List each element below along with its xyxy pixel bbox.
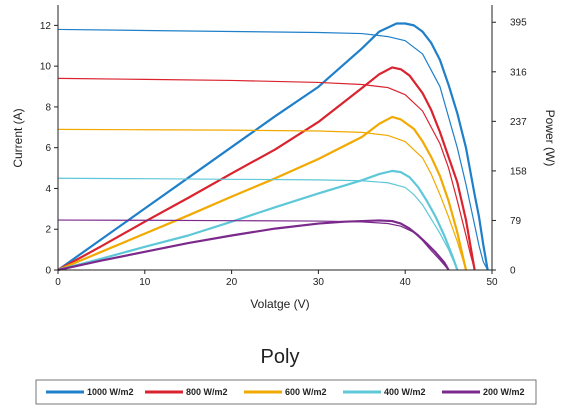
legend-label-1000-w-m2: 1000 W/m2 bbox=[87, 387, 134, 397]
left-y-tick-label: 10 bbox=[40, 62, 52, 73]
power-curve-1000-w-m2 bbox=[57, 22, 489, 271]
right-y-tick-label: 0 bbox=[510, 266, 516, 277]
right-y-tick-label: 237 bbox=[510, 117, 527, 128]
current-curve-600-w-m2 bbox=[57, 128, 467, 271]
x-axis-ticks: 0 10 20 30 40 50 bbox=[55, 270, 498, 288]
left-y-tick-label: 0 bbox=[45, 266, 51, 277]
power-curve-800-w-m2 bbox=[57, 66, 476, 271]
legend: 1000 W/m2 800 W/m2 600 W/m2 400 W/m2 200 W/m… bbox=[35, 379, 537, 405]
left-y-axis-ticks: 0 2 4 6 8 10 12 bbox=[40, 21, 58, 277]
right-y-tick-label: 79 bbox=[510, 216, 522, 227]
x-tick-label: 50 bbox=[486, 277, 498, 288]
left-y-tick-label: 4 bbox=[45, 184, 51, 195]
power-curve-200-w-m2 bbox=[57, 219, 450, 272]
left-y-tick-label: 2 bbox=[45, 225, 51, 236]
curve-layer bbox=[57, 22, 489, 272]
x-tick-label: 40 bbox=[400, 277, 412, 288]
current-curve-200-w-m2 bbox=[57, 219, 450, 271]
right-y-tick-label: 316 bbox=[510, 67, 527, 78]
left-y-tick-label: 12 bbox=[40, 21, 52, 32]
x-tick-label: 20 bbox=[226, 277, 238, 288]
right-y-tick-label: 158 bbox=[510, 166, 527, 177]
right-y-axis-title: Power (W) bbox=[543, 110, 557, 167]
plot-area bbox=[57, 5, 493, 272]
x-tick-label: 30 bbox=[313, 277, 325, 288]
power-curve-400-w-m2 bbox=[57, 169, 459, 272]
power-curve-600-w-m2 bbox=[57, 115, 468, 272]
x-tick-label: 0 bbox=[55, 277, 61, 288]
legend-label-600-w-m2: 600 W/m2 bbox=[285, 387, 327, 397]
x-tick-label: 10 bbox=[139, 277, 151, 288]
right-y-axis-ticks: 0 79 158 237 316 395 bbox=[492, 18, 527, 277]
x-axis-title: Volatge (V) bbox=[250, 297, 309, 311]
left-y-axis-title: Current (A) bbox=[11, 108, 25, 167]
left-y-tick-label: 8 bbox=[45, 102, 51, 113]
legend-label-200-w-m2: 200 W/m2 bbox=[483, 387, 525, 397]
current-curve-400-w-m2 bbox=[57, 177, 458, 271]
chart-title: Poly bbox=[261, 346, 300, 368]
right-y-tick-label: 395 bbox=[510, 18, 527, 29]
current-curve-800-w-m2 bbox=[57, 77, 476, 271]
legend-label-800-w-m2: 800 W/m2 bbox=[186, 387, 228, 397]
legend-label-400-w-m2: 400 W/m2 bbox=[384, 387, 426, 397]
left-y-tick-label: 6 bbox=[45, 143, 51, 154]
current-curve-1000-w-m2 bbox=[57, 28, 489, 271]
